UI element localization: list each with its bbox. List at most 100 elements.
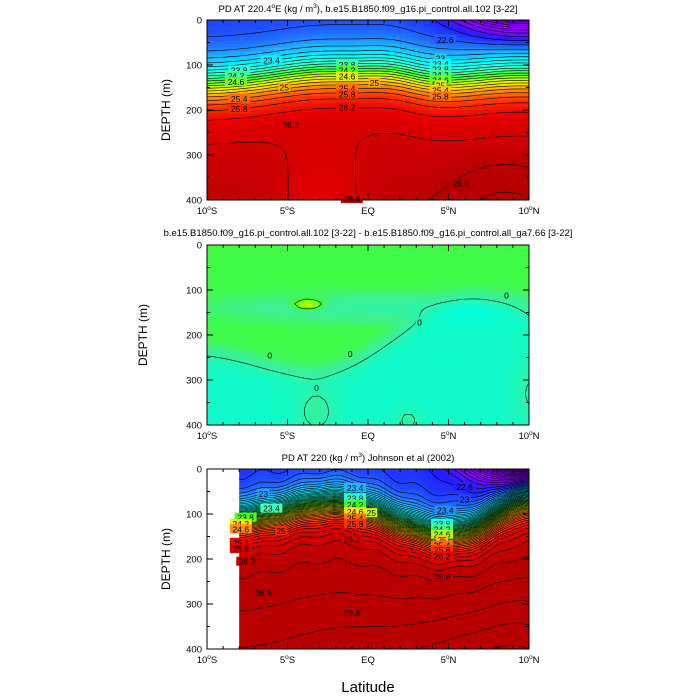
- contour-cell: [491, 130, 499, 135]
- contour-cell: [268, 134, 276, 139]
- contour-cell: [411, 99, 419, 104]
- contour-cell: [299, 182, 307, 187]
- contour-cell: [256, 54, 264, 59]
- contour-cell: [275, 314, 282, 319]
- contour-cell: [454, 158, 462, 163]
- contour-cell: [237, 359, 245, 364]
- contour-label: 26.2: [282, 120, 299, 130]
- contour-cell: [405, 276, 412, 281]
- contour-cell: [306, 300, 313, 305]
- contour-cell: [244, 30, 251, 35]
- contour-cell: [398, 359, 406, 364]
- contour-cell: [207, 65, 214, 70]
- contour-cell: [250, 134, 258, 139]
- contour-cell: [256, 82, 264, 87]
- contour-cell: [436, 279, 443, 284]
- contour-cell: [293, 362, 301, 367]
- contour-cell: [411, 276, 419, 281]
- contour-cell: [225, 168, 233, 173]
- contour-cell: [368, 155, 375, 160]
- contour-cell: [392, 276, 400, 281]
- contour-cell: [460, 276, 468, 281]
- contour-cell: [380, 276, 388, 281]
- contour-cell: [485, 78, 493, 83]
- contour-cell: [454, 265, 462, 270]
- contour-cell: [405, 65, 412, 70]
- contour-cell: [256, 179, 264, 184]
- contour-cell: [467, 127, 474, 132]
- contour-cell: [293, 168, 301, 173]
- contour-cell: [498, 321, 505, 326]
- contour-cell: [330, 51, 338, 56]
- contour-cell: [250, 255, 258, 260]
- contour-cell: [275, 286, 282, 291]
- contour-label-bg: [336, 102, 359, 112]
- contour-cell: [275, 258, 282, 263]
- contour-cell: [380, 89, 388, 94]
- contour-cell: [207, 165, 214, 170]
- contour-cell: [460, 262, 468, 267]
- contour-cell: [318, 321, 326, 326]
- contour-cell: [330, 89, 338, 94]
- contour-cell: [262, 321, 270, 326]
- contour-cell: [374, 158, 381, 163]
- contour-cell: [386, 290, 394, 295]
- contour-cell: [467, 82, 474, 87]
- contour-label-bg: [434, 80, 447, 90]
- contour-cell: [225, 369, 233, 374]
- contour-cell: [522, 258, 529, 263]
- contour-cell: [256, 362, 264, 367]
- contour-cell: [207, 196, 214, 200]
- contour-cell: [244, 75, 251, 80]
- contour-cell: [299, 355, 307, 360]
- contour-cell: [312, 373, 320, 378]
- contour-cell: [306, 26, 313, 31]
- contour-cell: [337, 193, 344, 198]
- contour-cell: [516, 189, 524, 194]
- contour-cell: [454, 165, 462, 170]
- contour-cell: [306, 172, 313, 177]
- contour-cell: [349, 44, 357, 49]
- contour-cell: [324, 23, 332, 28]
- contour-cell: [368, 141, 375, 146]
- contour-cell: [207, 359, 214, 364]
- contour-cell: [207, 85, 214, 90]
- contour-cell: [473, 251, 481, 256]
- contour-cell: [473, 258, 481, 263]
- contour-cell: [423, 324, 431, 329]
- contour-cell: [231, 341, 239, 346]
- contour-cell: [293, 172, 301, 177]
- contour-cell: [392, 137, 400, 142]
- contour-cell: [330, 286, 338, 291]
- contour-cell: [312, 120, 320, 125]
- contour-cell: [498, 110, 505, 115]
- contour-cell: [219, 380, 227, 385]
- contour-cell: [448, 189, 456, 194]
- contour-cell: [213, 362, 220, 367]
- contour-cell: [498, 123, 505, 128]
- contour-cell: [411, 106, 419, 111]
- contour-cell: [237, 380, 245, 385]
- contour-cell: [349, 293, 357, 298]
- contour-cell: [448, 44, 456, 49]
- contour-cell: [442, 134, 450, 139]
- contour-cell: [231, 300, 239, 305]
- contour-cell: [256, 255, 264, 260]
- contour-cell: [343, 373, 351, 378]
- contour-cell: [510, 328, 518, 333]
- contour-cell: [368, 331, 375, 336]
- contour-cell: [349, 123, 357, 128]
- contour-cell: [510, 103, 518, 108]
- contour-cell: [405, 366, 412, 371]
- contour-cell: [368, 321, 375, 326]
- contour-cell: [299, 352, 307, 357]
- contour-cell: [349, 47, 357, 52]
- contour-cell: [436, 193, 443, 198]
- contour-cell: [374, 296, 381, 301]
- contour-cell: [330, 151, 338, 156]
- contour-cell: [504, 44, 512, 49]
- contour-cell: [275, 175, 282, 180]
- contour-cell: [417, 123, 425, 128]
- contour-cell: [392, 376, 400, 381]
- contour-cell: [405, 283, 412, 288]
